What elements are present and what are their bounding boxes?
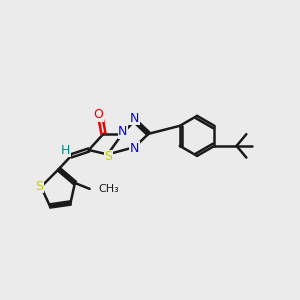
- Text: N: N: [118, 125, 128, 138]
- Text: S: S: [36, 180, 43, 193]
- Text: O: O: [94, 108, 103, 121]
- Text: H: H: [61, 143, 70, 157]
- Text: CH₃: CH₃: [98, 184, 118, 194]
- Text: N: N: [130, 142, 140, 155]
- Text: N: N: [130, 112, 140, 125]
- Text: S: S: [104, 150, 112, 163]
